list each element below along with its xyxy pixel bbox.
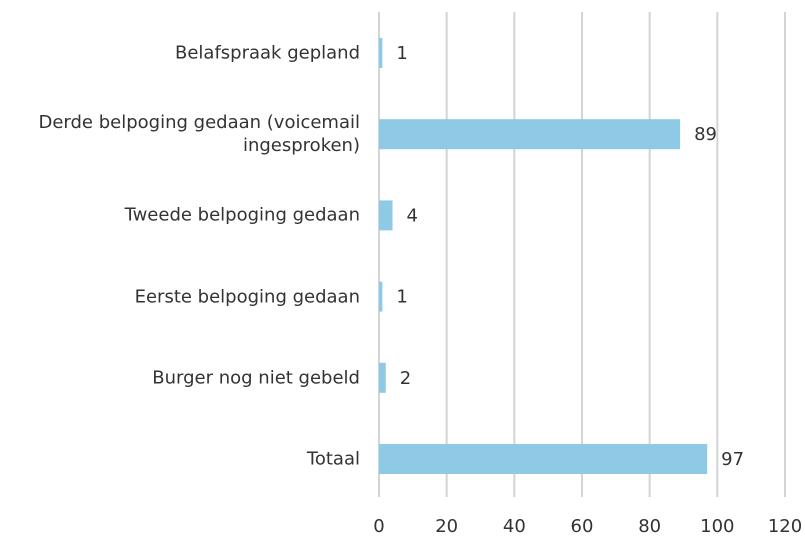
bar bbox=[379, 362, 386, 393]
x-tick-label: 80 bbox=[638, 516, 661, 537]
bar bbox=[379, 200, 393, 231]
bar bbox=[379, 281, 383, 312]
x-tick-label: 40 bbox=[503, 516, 526, 537]
category-label: Belafspraak gepland bbox=[175, 42, 360, 64]
x-tick-label: 0 bbox=[373, 516, 384, 537]
x-tick-label: 100 bbox=[700, 516, 734, 537]
bar bbox=[379, 444, 708, 474]
value-label: 4 bbox=[407, 205, 418, 226]
category-label: Eerste belpoging gedaan bbox=[134, 286, 360, 308]
x-tick-label: 20 bbox=[435, 516, 458, 537]
category-label: Derde belpoging gedaan (voicemail ingesp… bbox=[38, 112, 360, 157]
x-tick-label: 120 bbox=[768, 516, 802, 537]
category-label: Tweede belpoging gedaan bbox=[124, 204, 360, 226]
bar bbox=[379, 119, 681, 150]
value-label: 1 bbox=[396, 287, 407, 308]
value-label: 89 bbox=[694, 124, 717, 145]
value-label: 2 bbox=[400, 368, 411, 389]
value-label: 97 bbox=[721, 449, 744, 470]
x-tick-label: 60 bbox=[571, 516, 594, 537]
value-label: 1 bbox=[396, 43, 407, 64]
category-label: Burger nog niet gebeld bbox=[152, 367, 360, 389]
category-label: Totaal bbox=[306, 448, 360, 470]
bar bbox=[379, 38, 383, 68]
